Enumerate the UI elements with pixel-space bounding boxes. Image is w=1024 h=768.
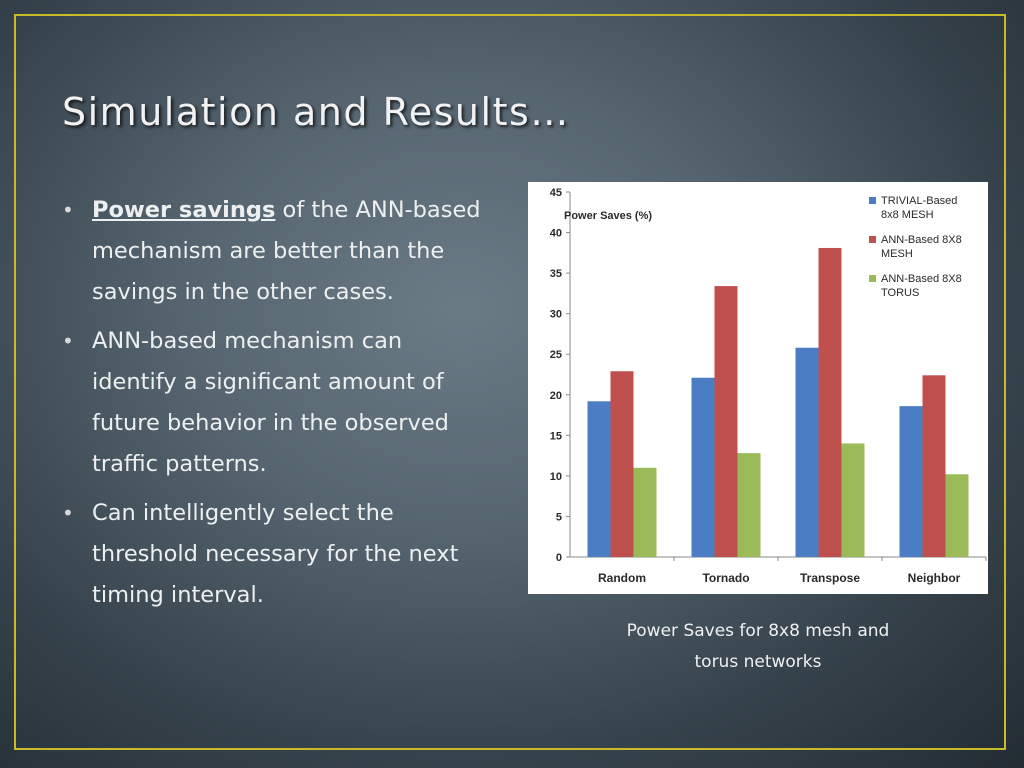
y-tick-label: 20 — [550, 390, 562, 402]
bar-transpose-series-1 — [795, 347, 819, 557]
y-tick-label: 10 — [550, 471, 562, 483]
bullet-icon: • — [62, 329, 74, 353]
bullet-icon: • — [62, 198, 74, 222]
legend-swatch — [869, 236, 876, 243]
bar-random-series-3 — [633, 467, 657, 557]
legend-label: TRIVIAL-Based — [881, 195, 957, 207]
bullet-list: • Power savings of the ANN-based mechani… — [62, 190, 492, 624]
bullet-text: of the ANN-based mechanism are better th… — [92, 197, 481, 305]
bullet-icon: • — [62, 501, 74, 525]
chart-caption: Power Saves for 8x8 mesh and torus netwo… — [588, 616, 928, 678]
bullet-emphasis: Power savings — [92, 197, 276, 223]
bar-tornado-series-2 — [714, 286, 738, 557]
slide-border — [14, 14, 1006, 750]
bullet-item: • ANN-based mechanism can identify a sig… — [62, 321, 492, 485]
bar-random-series-1 — [587, 401, 611, 557]
legend-label: ANN-Based 8X8 — [881, 234, 962, 246]
caption-line: torus networks — [694, 652, 822, 672]
bar-neighbor-series-1 — [899, 406, 923, 557]
y-tick-label: 0 — [556, 552, 562, 564]
chart-title: Power Saves (%) — [564, 210, 652, 222]
x-tick-label: Tornado — [702, 571, 749, 585]
y-tick-label: 15 — [550, 430, 562, 442]
x-tick-label: Transpose — [800, 571, 860, 585]
bullet-item: • Can intelligently select the threshold… — [62, 493, 492, 616]
bar-transpose-series-2 — [818, 247, 842, 557]
y-tick-label: 35 — [550, 268, 562, 280]
legend-label: ANN-Based 8X8 — [881, 273, 962, 285]
bar-tornado-series-1 — [691, 377, 715, 557]
legend-swatch — [869, 275, 876, 282]
y-tick-label: 40 — [550, 228, 562, 240]
bar-transpose-series-3 — [841, 443, 865, 557]
bullet-text: ANN-based mechanism can identify a signi… — [92, 328, 449, 477]
x-tick-label: Random — [598, 571, 646, 585]
y-tick-label: 25 — [550, 349, 562, 361]
y-tick-label: 45 — [550, 187, 562, 199]
chart-panel: 0 5 10 15 20 25 30 35 40 45 Random Tornado Transpose… — [528, 182, 988, 594]
bar-neighbor-series-2 — [922, 375, 946, 557]
x-tick-label: Neighbor — [908, 571, 961, 585]
caption-line: Power Saves for 8x8 mesh and — [626, 621, 890, 641]
y-tick-label: 5 — [556, 511, 562, 523]
bar-neighbor-series-3 — [945, 474, 969, 557]
slide-title: Simulation and Results… — [62, 90, 570, 134]
bar-random-series-2 — [610, 371, 634, 557]
legend-label: MESH — [881, 248, 913, 260]
bullet-item: • Power savings of the ANN-based mechani… — [62, 190, 492, 313]
bullet-text: Can intelligently select the threshold n… — [92, 500, 459, 608]
y-tick-label: 30 — [550, 309, 562, 321]
bar-tornado-series-3 — [737, 453, 761, 557]
legend-swatch — [869, 197, 876, 204]
legend-label: 8x8 MESH — [881, 209, 934, 221]
legend-label: TORUS — [881, 287, 919, 299]
bar-chart: 0 5 10 15 20 25 30 35 40 45 Random Tornado Transpose… — [550, 187, 987, 585]
